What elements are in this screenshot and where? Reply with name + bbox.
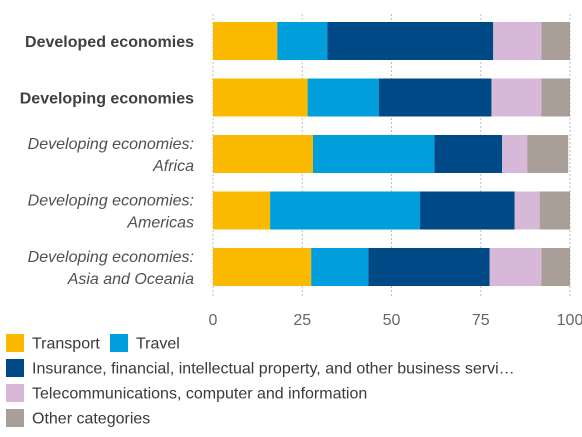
bar-segment-3-4: [539, 191, 570, 230]
legend-label-1: Travel: [136, 336, 180, 353]
legend-label-3: Telecommunications, computer and informa…: [32, 386, 367, 403]
category-label-3-1: Americas: [126, 215, 194, 232]
bar-segment-0-0: [213, 22, 278, 60]
bar-segment-0-1: [277, 22, 328, 60]
x-tick-label-2: 50: [383, 312, 401, 329]
category-label-3-0: Developing economies:: [28, 193, 194, 210]
bars-layer: [213, 22, 570, 286]
category-label-0-0: Developed economies: [25, 34, 194, 51]
bar-segment-4-1: [311, 248, 369, 286]
bar-segment-2-0: [213, 135, 313, 173]
x-axis-ticks: 0 25 50 75 100: [209, 312, 582, 329]
category-label-2-0: Developing economies:: [28, 136, 194, 153]
x-tick-label-3: 75: [472, 312, 490, 329]
bar-segment-4-2: [368, 248, 490, 286]
legend-label-2: Insurance, financial, intellectual prope…: [32, 361, 515, 378]
bar-segment-4-4: [541, 248, 570, 286]
legend-swatch-1: [110, 334, 128, 352]
x-tick-label-0: 0: [209, 312, 218, 329]
bar-segment-2-1: [312, 135, 435, 173]
bar-segment-1-4: [541, 78, 570, 117]
bar-segment-1-1: [307, 78, 380, 117]
bar-segment-3-0: [213, 191, 271, 230]
category-label-1-0: Developing economies: [20, 91, 194, 108]
legend-swatch-4: [6, 409, 24, 427]
legend-label-0: Transport: [32, 336, 100, 353]
category-label-2-1: Africa: [152, 158, 194, 175]
category-label-4-1: Asia and Oceania: [67, 271, 194, 288]
bar-segment-2-4: [527, 135, 569, 173]
bar-segment-1-0: [213, 78, 308, 117]
legend-swatch-2: [6, 359, 24, 377]
legend-swatch-3: [6, 384, 24, 402]
bar-segment-4-0: [213, 248, 312, 286]
bar-segment-4-3: [489, 248, 542, 286]
x-tick-label-4: 100: [557, 312, 582, 329]
bar-segment-1-2: [379, 78, 492, 117]
bar-segment-1-3: [491, 78, 542, 117]
category-labels: Developed economies Developing economies D…: [20, 34, 194, 288]
legend-swatch-0: [6, 334, 24, 352]
category-label-4-0: Developing economies:: [28, 249, 194, 266]
legend-label-4: Other categories: [32, 411, 150, 428]
bar-segment-0-3: [493, 22, 542, 60]
bar-segment-3-2: [420, 191, 515, 230]
x-tick-label-1: 25: [293, 312, 311, 329]
bar-segment-0-2: [327, 22, 494, 60]
legend: Transport Travel Insurance, financial, int…: [6, 334, 515, 428]
bar-segment-2-3: [502, 135, 528, 173]
bar-segment-3-3: [514, 191, 540, 230]
bar-segment-3-1: [270, 191, 421, 230]
bar-segment-2-2: [434, 135, 503, 173]
bar-segment-0-4: [541, 22, 570, 60]
